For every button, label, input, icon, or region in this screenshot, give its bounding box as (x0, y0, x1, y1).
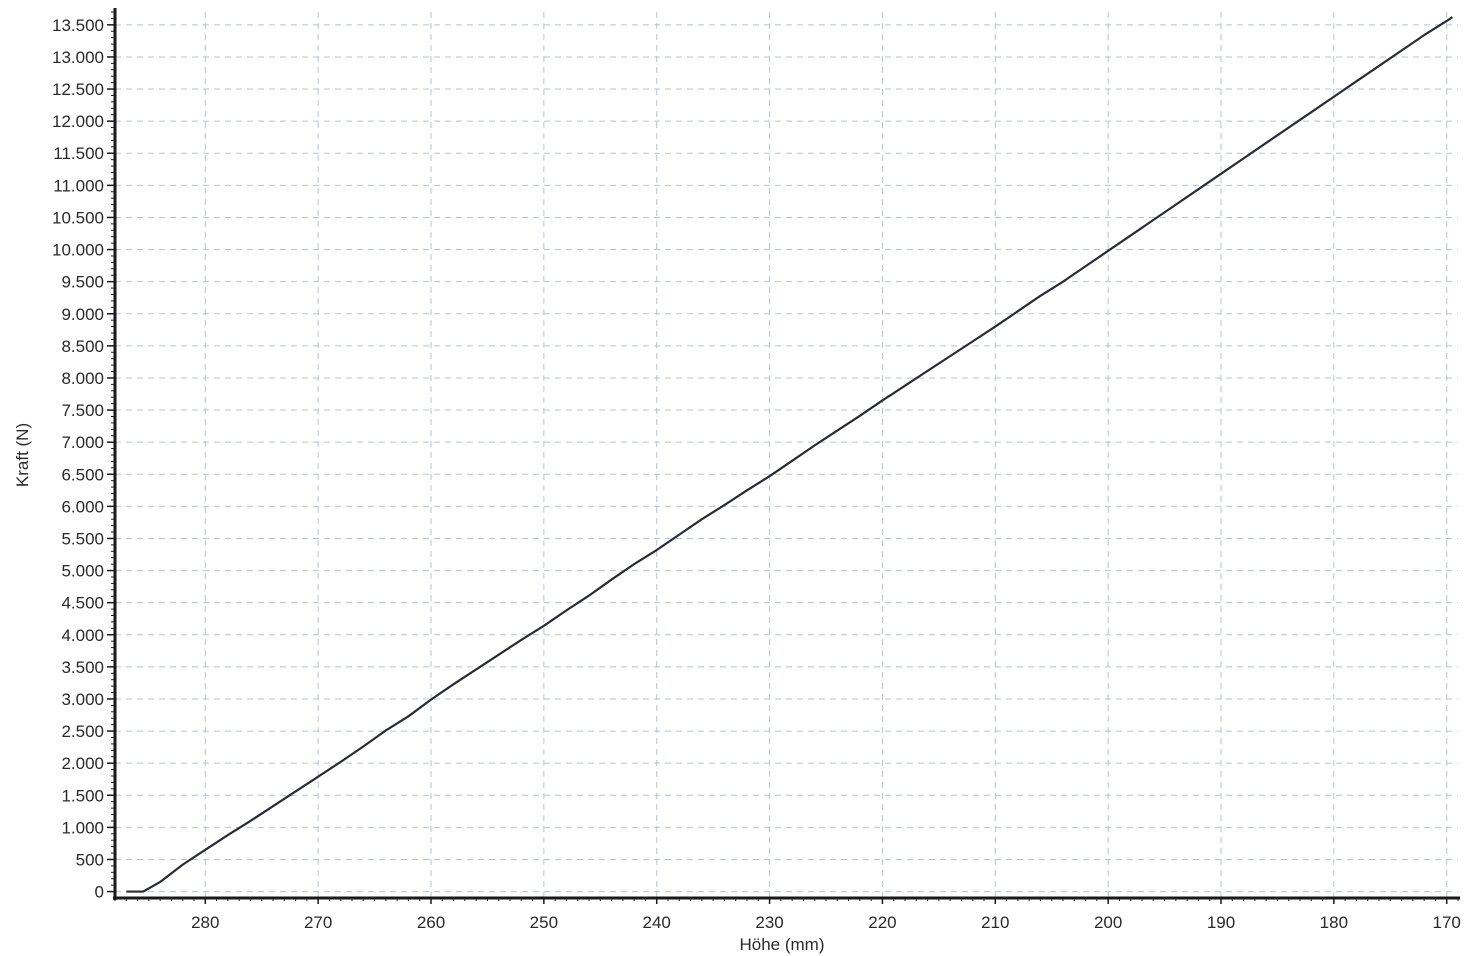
y-tick-label: 3.500 (61, 658, 104, 677)
series (126, 16, 1453, 893)
y-tick-label: 13.000 (52, 48, 104, 67)
x-axis-ticks: 280 270 260 250 240 230 220 210 200 190 180 170 (191, 898, 1461, 932)
y-tick-label: 11.500 (53, 144, 104, 163)
y-tick-label: 4.500 (61, 594, 104, 613)
y-tick-label: 0 (95, 883, 104, 902)
y-tick-label: 1.500 (61, 786, 104, 805)
x-tick-label: 180 (1320, 913, 1348, 932)
y-tick-label: 8.000 (61, 369, 104, 388)
minor-ticks (111, 11, 1459, 901)
y-tick-label: 4.000 (61, 626, 104, 645)
x-tick-label: 270 (304, 913, 332, 932)
y-tick-label: 2.000 (61, 754, 104, 773)
y-tick-label: 13.500 (52, 16, 104, 35)
x-tick-label: 190 (1207, 913, 1235, 932)
x-tick-label: 230 (755, 913, 783, 932)
y-tick-label: 7.500 (61, 401, 104, 420)
x-tick-label: 240 (643, 913, 671, 932)
x-tick-label: 260 (417, 913, 445, 932)
x-tick-label: 210 (981, 913, 1009, 932)
y-tick-label: 5.500 (61, 529, 104, 548)
y-tick-label: 12.500 (52, 80, 104, 99)
y-tick-label: 9.500 (61, 273, 104, 292)
y-tick-label: 5.000 (61, 562, 104, 581)
y-tick-label: 9.000 (61, 305, 104, 324)
y-tick-label: 6.500 (61, 465, 104, 484)
series-line-0 (126, 16, 1453, 893)
y-tick-label: 500 (76, 850, 104, 869)
grid (115, 12, 1458, 898)
y-tick-label: 12.000 (52, 112, 104, 131)
y-tick-label: 3.000 (61, 690, 104, 709)
x-tick-label: 220 (868, 913, 896, 932)
y-tick-label: 6.000 (61, 497, 104, 516)
y-axis-title: Kraft (N) (13, 423, 32, 487)
y-tick-label: 11.000 (53, 176, 104, 195)
x-axis-title: Höhe (mm) (739, 935, 824, 954)
x-tick-label: 200 (1094, 913, 1122, 932)
x-tick-label: 170 (1433, 913, 1461, 932)
y-tick-label: 7.000 (61, 433, 104, 452)
y-tick-label: 1.000 (61, 818, 104, 837)
x-tick-label: 280 (191, 913, 219, 932)
y-tick-label: 2.500 (61, 722, 104, 741)
y-tick-label: 10.500 (52, 208, 104, 227)
x-tick-label: 250 (530, 913, 558, 932)
y-axis-ticks: 0 500 1.000 1.500 2.000 2.500 3.000 3.500 4.000 4… (52, 16, 115, 902)
y-tick-label: 10.000 (52, 241, 104, 260)
y-tick-label: 8.500 (61, 337, 104, 356)
